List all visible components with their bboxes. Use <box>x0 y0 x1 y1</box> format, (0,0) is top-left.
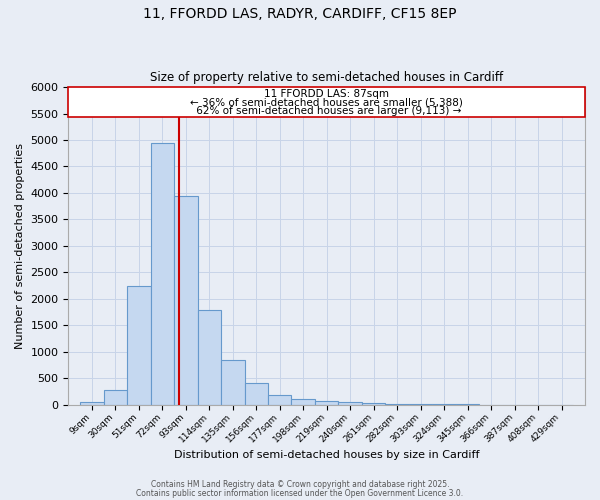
Bar <box>268 396 292 404</box>
Bar <box>197 310 221 404</box>
Bar <box>315 401 338 404</box>
Bar <box>80 402 104 404</box>
Bar <box>245 383 268 404</box>
Bar <box>151 142 174 404</box>
Text: 11, FFORDD LAS, RADYR, CARDIFF, CF15 8EP: 11, FFORDD LAS, RADYR, CARDIFF, CF15 8EP <box>143 8 457 22</box>
Bar <box>127 286 151 405</box>
Text: ← 36% of semi-detached houses are smaller (5,388): ← 36% of semi-detached houses are smalle… <box>190 98 463 108</box>
Text: 62% of semi-detached houses are larger (9,113) →: 62% of semi-detached houses are larger (… <box>193 106 461 117</box>
Bar <box>104 390 127 404</box>
Text: 11 FFORDD LAS: 87sqm: 11 FFORDD LAS: 87sqm <box>264 89 389 99</box>
Y-axis label: Number of semi-detached properties: Number of semi-detached properties <box>15 143 25 349</box>
Bar <box>174 196 197 404</box>
Text: Contains HM Land Registry data © Crown copyright and database right 2025.: Contains HM Land Registry data © Crown c… <box>151 480 449 489</box>
Bar <box>338 402 362 404</box>
Bar <box>362 403 385 404</box>
Bar <box>292 399 315 404</box>
X-axis label: Distribution of semi-detached houses by size in Cardiff: Distribution of semi-detached houses by … <box>174 450 479 460</box>
Text: Contains public sector information licensed under the Open Government Licence 3.: Contains public sector information licen… <box>136 488 464 498</box>
Bar <box>68 87 585 117</box>
Bar <box>221 360 245 405</box>
Title: Size of property relative to semi-detached houses in Cardiff: Size of property relative to semi-detach… <box>150 72 503 85</box>
